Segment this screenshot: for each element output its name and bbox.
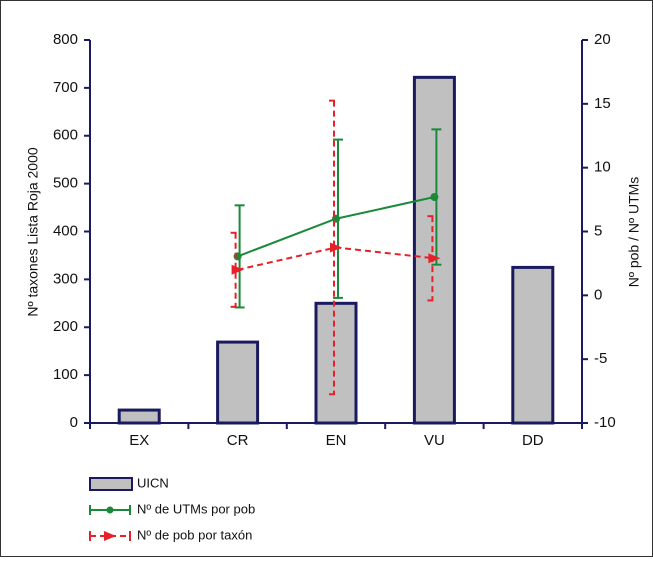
y2-tick-label: 5 [594,222,602,239]
y2-tick-label: 20 [594,31,611,48]
y2-tick-label: 10 [594,159,611,176]
y2-axis-title: Nº pob / Nº UTMs [626,177,642,288]
bar [314,301,358,425]
x-tick-label: EN [326,432,347,449]
legend-marker [104,531,116,541]
bar [117,408,161,425]
y-tick-label: 800 [53,31,78,48]
x-tick-label: DD [522,432,544,449]
legend-label: Nº de pob por taxón [137,527,252,542]
legend-marker [106,506,114,514]
y-tick-label: 500 [53,175,78,192]
y-tick-label: 200 [53,318,78,335]
y-tick-label: 100 [53,366,78,383]
legend-label: UICN [137,475,169,490]
y-tick-label: 0 [70,414,78,431]
x-tick-label: EX [129,432,149,449]
x-tick-label: CR [227,432,249,449]
y-tick-label: 600 [53,127,78,144]
y2-tick-label: 15 [594,95,611,112]
marker [430,193,439,202]
bar [511,265,555,425]
bar [216,340,260,425]
error-bar [329,99,339,396]
legend-swatch [89,477,133,491]
y2-tick-label: -5 [594,350,607,367]
marker [231,264,244,275]
y2-tick-label: -10 [594,414,616,431]
y-tick-label: 300 [53,270,78,287]
y-tick-label: 400 [53,222,78,239]
y-tick-label: 700 [53,79,78,96]
marker [330,242,342,253]
y-axis-title: Nº taxones Lista Roja 2000 [25,147,41,317]
legend-label: Nº de UTMs por pob [137,501,255,516]
x-tick-label: VU [424,432,445,449]
y2-tick-label: 0 [594,286,602,303]
marker [428,253,441,264]
error-bar [230,231,241,308]
